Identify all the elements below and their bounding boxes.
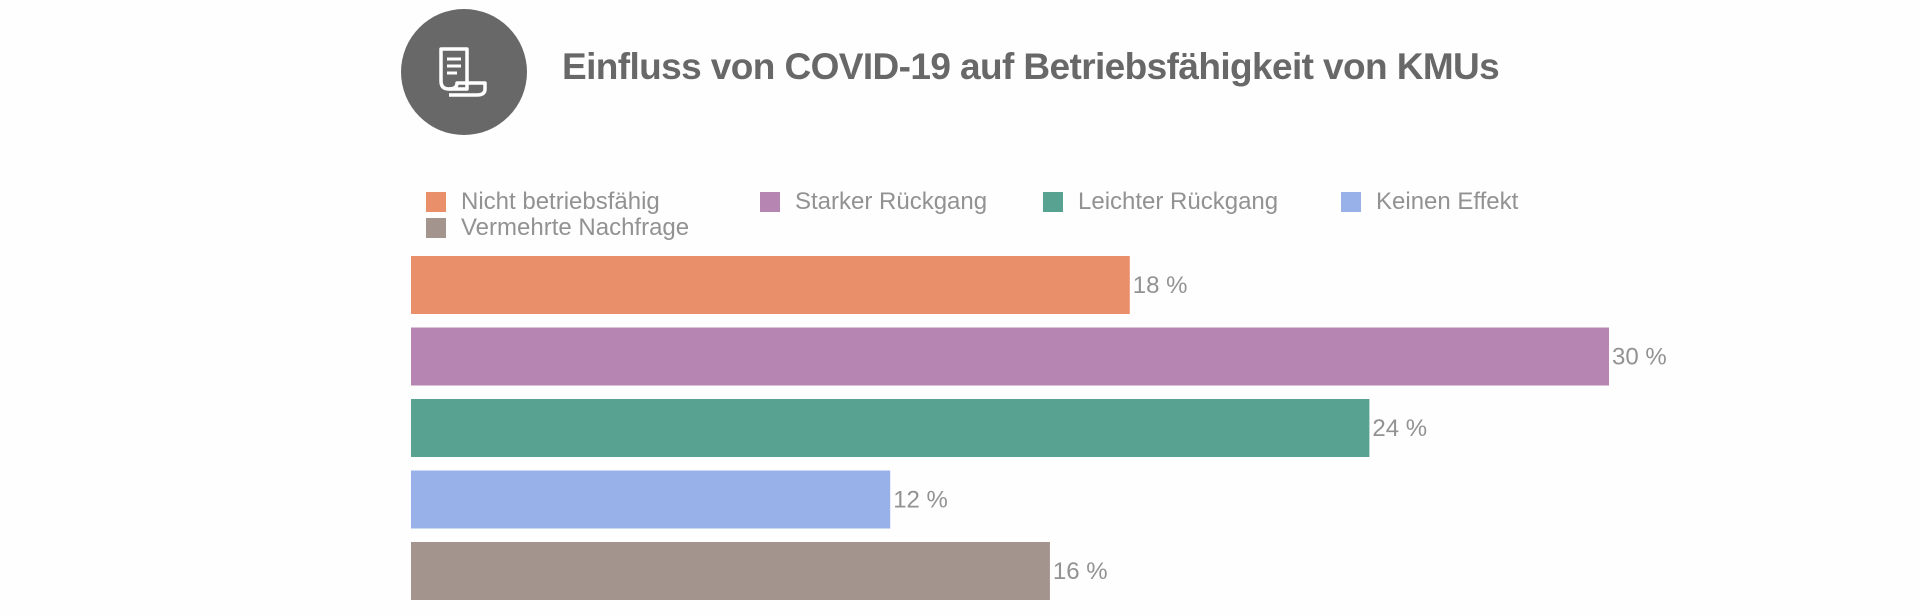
bar-value-label: 16 %	[1053, 558, 1108, 585]
legend-item-nicht-betriebsfaehig: Nicht betriebsfähig	[426, 188, 660, 216]
legend-swatch	[426, 218, 446, 238]
legend-label: Nicht betriebsfähig	[461, 188, 660, 215]
bar-leichter-r-ckgang	[411, 399, 1370, 457]
legend-swatch	[426, 192, 446, 212]
bar-value-label: 12 %	[893, 487, 948, 514]
document-scroll-icon	[439, 47, 487, 97]
legend-label: Vermehrte Nachfrage	[461, 214, 690, 241]
header-icon-badge	[401, 9, 527, 135]
legend-label: Leichter Rückgang	[1078, 188, 1279, 215]
bar-value-label: 24 %	[1372, 415, 1427, 442]
legend-item-keinen-effekt: Keinen Effekt	[1341, 188, 1518, 216]
chart-title: Einfluss von COVID-19 auf Betriebsfähigk…	[562, 46, 1500, 87]
legend-swatch	[1043, 192, 1063, 212]
bar-vermehrte-nachfrage	[411, 542, 1050, 600]
bar-value-label: 30 %	[1612, 344, 1667, 371]
legend-swatch	[760, 192, 780, 212]
legend-item-leichter-rueckgang: Leichter Rückgang	[1043, 188, 1278, 216]
bar-keinen-effekt	[411, 470, 891, 529]
bar-value-label: 18 %	[1133, 272, 1188, 299]
legend-item-starker-rueckgang: Starker Rückgang	[760, 188, 987, 216]
bar-starker-r-ckgang	[411, 327, 1609, 386]
legend-item-vermehrte-nachfrage: Vermehrte Nachfrage	[426, 214, 689, 242]
legend-swatch	[1341, 192, 1361, 212]
bar-nicht-betriebsf-hig	[411, 256, 1130, 314]
legend-label: Keinen Effekt	[1376, 188, 1519, 215]
legend-label: Starker Rückgang	[795, 188, 988, 215]
